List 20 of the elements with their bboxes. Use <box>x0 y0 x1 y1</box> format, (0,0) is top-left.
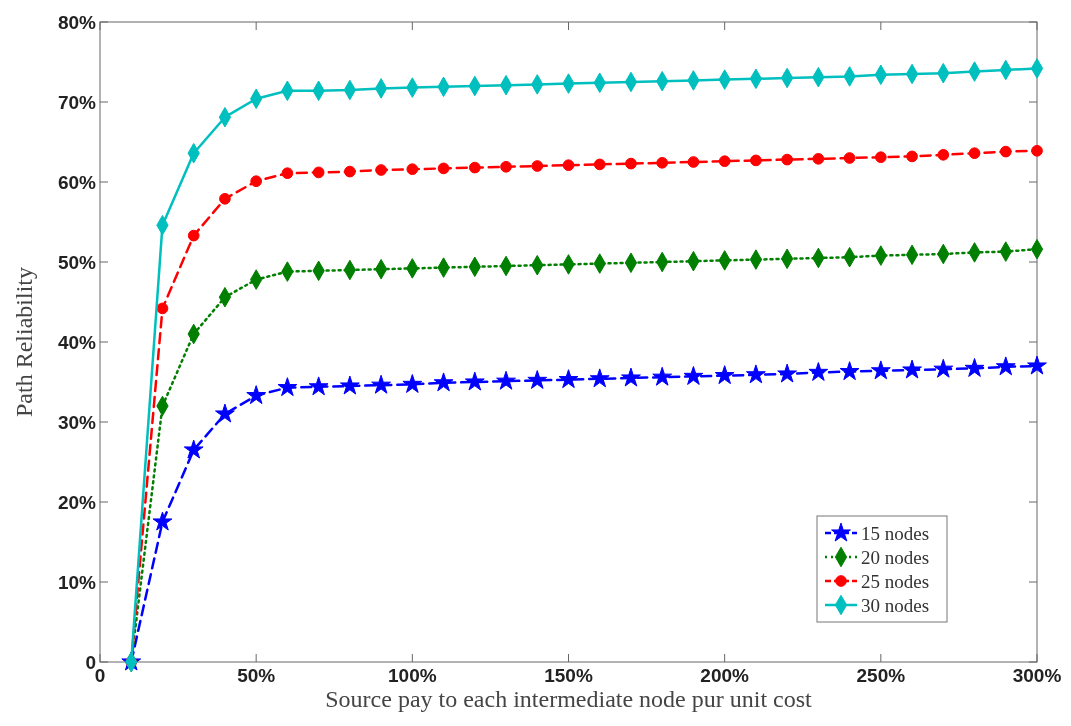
legend-label: 30 nodes <box>861 594 930 616</box>
y-tick-label: 50% <box>57 251 97 273</box>
y-tick-label: 40% <box>57 331 97 353</box>
x-tick-label: 150% <box>544 665 593 686</box>
y-tick-label: 20% <box>57 491 97 513</box>
y-tick-label: 10% <box>57 571 97 593</box>
legend-label: 20 nodes <box>861 546 930 568</box>
x-tick-label: 100% <box>388 665 437 686</box>
x-tick-label: 250% <box>856 665 906 686</box>
x-tick-label: 50% <box>237 665 276 686</box>
x-tick-label: 300% <box>1012 665 1062 686</box>
legend-label: 15 nodes <box>861 522 930 544</box>
y-axis-title: Path Reliability <box>11 267 37 417</box>
y-tick-label: 30% <box>57 411 97 433</box>
y-tick-label: 60% <box>57 171 97 193</box>
x-axis-title: Source pay to each intermediate node pur unit cost <box>325 686 813 712</box>
legend-label: 25 nodes <box>861 570 930 592</box>
y-tick-label: 70% <box>57 91 97 113</box>
y-tick-label: 80% <box>57 11 97 33</box>
x-tick-label: 200% <box>700 665 750 686</box>
